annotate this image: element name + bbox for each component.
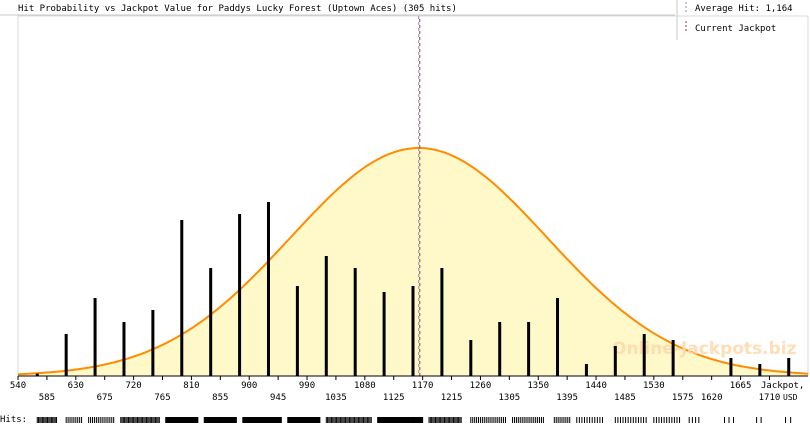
watermark: Online-Jackpots.biz (612, 339, 797, 359)
x-tick-label-630: 630 (68, 381, 84, 391)
x-tick-label-765: 765 (154, 393, 170, 403)
x-tick-label-585: 585 (39, 393, 55, 403)
x-tick-label-1170: 1170 (412, 381, 434, 391)
x-tick-label-1485: 1485 (614, 393, 636, 403)
x-tick-label-855: 855 (212, 393, 228, 403)
x-tick-label-1710: 1710 (759, 393, 781, 403)
x-tick-label-720: 720 (125, 381, 141, 391)
x-tick-label-1125: 1125 (383, 393, 405, 403)
hits-label: Hits: (0, 415, 27, 425)
x-tick-label-1575: 1575 (672, 393, 694, 403)
x-tick-label-1080: 1080 (354, 381, 376, 391)
x-tick-label-810: 810 (183, 381, 199, 391)
x-tick-label-1035: 1035 (325, 393, 347, 403)
x-tick-label-1440: 1440 (585, 381, 607, 391)
x-axis-label: Jackpot, (761, 381, 804, 391)
x-tick-label-945: 945 (270, 393, 286, 403)
probability-curve-line (17, 147, 809, 376)
x-tick-label-1350: 1350 (527, 381, 549, 391)
probability-curve-fill (18, 148, 808, 376)
x-ticks-group: 540 630 720 810 900 990 1080 1170 1260 1350 1440 15… (10, 376, 780, 403)
x-tick-label-1620: 1620 (701, 393, 723, 403)
x-tick-label-1305: 1305 (498, 393, 520, 403)
current-jackpot-legend-label: Current Jackpot (695, 24, 776, 34)
chart-title: Hit Probability vs Jackpot Value for Pad… (18, 4, 457, 14)
x-tick-label-990: 990 (299, 381, 315, 391)
x-tick-label-675: 675 (97, 393, 113, 403)
hits-strip (36, 417, 792, 423)
x-tick-label-1260: 1260 (470, 381, 492, 391)
x-tick-label-540: 540 (10, 381, 26, 391)
bars-group (35, 202, 791, 376)
x-tick-label-1395: 1395 (556, 393, 578, 403)
x-tick-label-1215: 1215 (441, 393, 463, 403)
x-tick-label-900: 900 (241, 381, 257, 391)
x-tick-label-1665: 1665 (730, 381, 752, 391)
x-axis-unit: USD (783, 393, 798, 402)
average-hit-legend-label: Average Hit: 1,164 (695, 4, 793, 14)
x-tick-label-1530: 1530 (643, 381, 665, 391)
